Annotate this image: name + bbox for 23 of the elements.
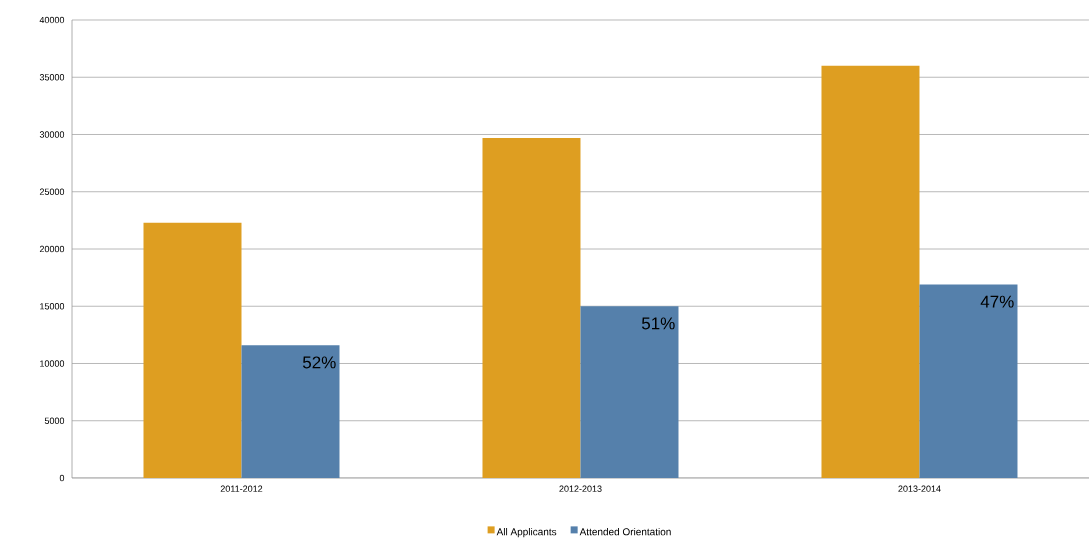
bar bbox=[482, 137, 581, 478]
bar bbox=[143, 222, 242, 478]
y-tick-label: 35000 bbox=[39, 74, 65, 81]
bar bbox=[580, 306, 679, 478]
bar bbox=[919, 284, 1018, 478]
x-tick-label: 2011-2012 bbox=[220, 485, 263, 492]
bar bbox=[821, 65, 920, 478]
x-tick-label: 2013-2014 bbox=[898, 485, 941, 492]
y-tick-label: 25000 bbox=[39, 188, 65, 195]
annotation: 52% bbox=[302, 356, 336, 369]
x-tick-label: 2012-2013 bbox=[559, 485, 602, 492]
annotation: 51% bbox=[641, 317, 675, 330]
y-tick-label: 20000 bbox=[39, 245, 65, 253]
y-tick-label: 30000 bbox=[39, 131, 65, 138]
y-tick-label: 0 bbox=[59, 474, 65, 482]
y-tick-label: 15000 bbox=[40, 303, 65, 310]
legend-label: Attended Orientation bbox=[579, 528, 671, 536]
y-tick-label: 5000 bbox=[44, 417, 65, 424]
y-tick-label: 40000 bbox=[39, 16, 65, 24]
legend-label: All Applicants bbox=[496, 528, 557, 538]
y-tick-label: 10000 bbox=[40, 360, 65, 367]
bar bbox=[241, 345, 340, 478]
annotation: 47% bbox=[980, 295, 1014, 308]
